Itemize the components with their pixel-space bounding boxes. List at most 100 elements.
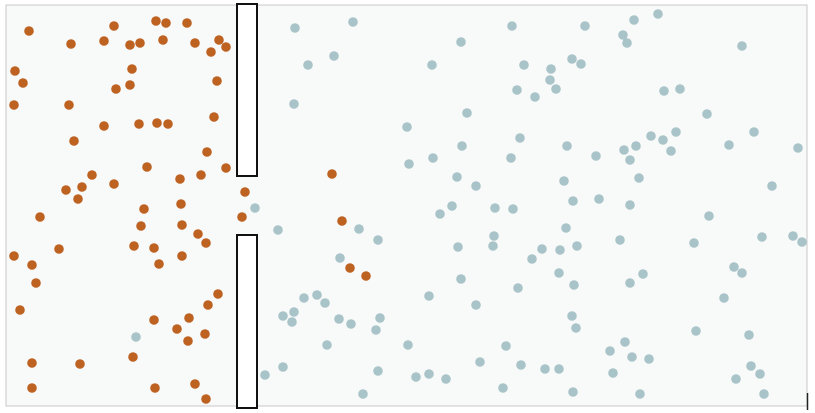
particle-blue — [334, 314, 344, 324]
particle-blue — [402, 122, 412, 132]
particle-orange — [150, 383, 160, 393]
particle-blue — [666, 146, 676, 156]
particle-orange — [99, 36, 109, 46]
particle-blue — [631, 141, 641, 151]
particle-orange — [337, 216, 347, 226]
particle-blue — [691, 326, 701, 336]
particle-orange — [27, 383, 37, 393]
particle-blue — [620, 337, 630, 347]
particle-blue — [759, 389, 769, 399]
particle-orange — [54, 244, 64, 254]
particle-blue — [559, 176, 569, 186]
particle-orange — [154, 259, 164, 269]
particle-orange — [327, 169, 337, 179]
particle-orange — [134, 119, 144, 129]
particle-orange — [175, 174, 185, 184]
particle-blue — [278, 311, 288, 321]
particle-orange — [127, 64, 137, 74]
particle-blue — [507, 21, 517, 31]
particle-blue — [767, 181, 777, 191]
particle-orange — [136, 221, 146, 231]
particle-blue — [320, 298, 330, 308]
particle-orange — [66, 39, 76, 49]
particle-blue — [622, 38, 632, 48]
particle-orange — [9, 251, 19, 261]
particle-blue — [290, 23, 300, 33]
particle-blue — [289, 99, 299, 109]
particle-orange — [24, 26, 34, 36]
particle-orange — [142, 162, 152, 172]
particle-blue — [744, 330, 754, 340]
particle-blue — [457, 141, 467, 151]
particle-orange — [163, 119, 173, 129]
particle-blue — [260, 370, 270, 380]
particle-blue — [424, 291, 434, 301]
particle-blue — [490, 203, 500, 213]
particle-blue — [373, 235, 383, 245]
particle-blue — [576, 59, 586, 69]
particle-blue — [299, 293, 309, 303]
particle-blue — [513, 283, 523, 293]
particle-blue — [793, 143, 803, 153]
particle-orange — [61, 185, 71, 195]
particle-blue — [635, 389, 645, 399]
particle-orange — [87, 170, 97, 180]
wall-top — [236, 3, 258, 177]
particle-blue — [608, 368, 618, 378]
particle-blue — [729, 262, 739, 272]
particle-orange — [184, 313, 194, 323]
particle-orange — [209, 112, 219, 122]
particle-orange — [27, 260, 37, 270]
particle-orange — [190, 38, 200, 48]
particle-blue — [644, 354, 654, 364]
particle-blue — [704, 211, 714, 221]
particle-orange — [200, 329, 210, 339]
particle-orange — [237, 212, 247, 222]
particle-orange — [99, 121, 109, 131]
particle-blue — [475, 357, 485, 367]
particle-blue — [335, 253, 345, 263]
particle-blue — [659, 86, 669, 96]
particle-blue — [540, 364, 550, 374]
particle-orange — [139, 204, 149, 214]
particle-orange — [212, 76, 222, 86]
particle-blue — [527, 254, 537, 264]
particle-blue — [797, 237, 807, 247]
particle-blue — [530, 92, 540, 102]
particle-blue — [658, 135, 668, 145]
particle-blue — [371, 325, 381, 335]
particle-blue — [358, 389, 368, 399]
particle-blue — [625, 200, 635, 210]
particle-orange — [190, 379, 200, 389]
particle-orange — [206, 47, 216, 57]
particle-orange — [221, 42, 231, 52]
particle-blue — [471, 181, 481, 191]
particle-orange — [202, 147, 212, 157]
particle-blue — [471, 300, 481, 310]
particle-orange — [201, 394, 211, 404]
particle-orange — [183, 336, 193, 346]
particle-blue — [561, 223, 571, 233]
particle-blue — [348, 17, 358, 27]
particle-orange — [69, 136, 79, 146]
particle-orange — [18, 78, 28, 88]
particle-blue — [731, 374, 741, 384]
particle-blue — [546, 64, 556, 74]
particle-blue — [554, 364, 564, 374]
particle-blue — [456, 37, 466, 47]
particle-orange — [177, 251, 187, 261]
particle-blue — [619, 145, 629, 155]
particle-blue — [303, 60, 313, 70]
particle-blue — [462, 108, 472, 118]
particle-blue — [312, 290, 322, 300]
particle-blue — [580, 21, 590, 31]
particle-blue — [512, 85, 522, 95]
particle-orange — [213, 289, 223, 299]
particle-blue — [516, 360, 526, 370]
particle-blue — [568, 196, 578, 206]
particle-orange — [77, 182, 87, 192]
particle-orange — [135, 38, 145, 48]
particle-orange — [64, 100, 74, 110]
particle-orange — [31, 278, 41, 288]
